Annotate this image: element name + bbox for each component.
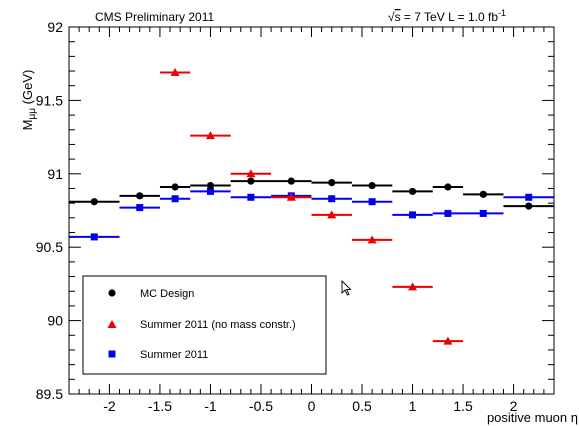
legend: MC Design Summer 2011 (no mass constr.) …	[82, 275, 327, 375]
y-axis-title-unit: (GeV)	[20, 70, 35, 108]
data-point	[479, 209, 487, 217]
lumi-exponent: -1	[498, 8, 506, 18]
y-tick-label: 91	[47, 166, 63, 182]
data-point	[206, 181, 215, 190]
data-point	[286, 192, 296, 201]
y-tick-label: 92	[47, 19, 63, 35]
legend-label-summer: Summer 2011	[140, 349, 208, 361]
data-point	[444, 183, 452, 191]
y-axis-title-sub: μμ	[27, 108, 38, 120]
data-point	[136, 204, 144, 212]
series-circle	[69, 177, 554, 210]
data-point	[408, 282, 418, 291]
data-point	[525, 193, 533, 201]
x-tick-label: 1	[409, 398, 417, 414]
series-square	[69, 187, 554, 241]
y-axis-title: Mμμ (GeV)	[20, 70, 38, 131]
data-point	[90, 233, 98, 241]
series-triangle	[159, 68, 464, 345]
data-point	[170, 68, 180, 77]
x-tick-label: 2	[510, 398, 518, 414]
data-point	[443, 336, 453, 345]
data-point	[408, 187, 417, 196]
legend-marker-mc-design	[108, 289, 116, 297]
x-tick-label: 0	[308, 398, 316, 414]
legend-marker-summer-no-constr	[107, 320, 117, 328]
data-point	[409, 211, 417, 219]
energy-lumi-text: = 7 TeV L = 1.0 fb	[401, 10, 499, 24]
axis-tick-labels: -2 -1.5 -1 -0.5 0 0.5 1 1.5 2 89.5 90 90.5 91 91.5 92	[36, 19, 518, 414]
x-tick-label: 0.5	[352, 398, 372, 414]
legend-label-summer-no-constr: Summer 2011 (no mass constr.)	[140, 319, 296, 331]
data-point	[328, 195, 336, 203]
data-points	[69, 68, 554, 345]
data-point	[246, 169, 256, 178]
data-point	[247, 177, 255, 185]
x-tick-label: -2	[103, 398, 116, 414]
x-tick-label: -0.5	[249, 398, 273, 414]
legend-marker-summer	[108, 350, 116, 358]
data-point	[368, 181, 376, 190]
data-point	[368, 198, 376, 206]
sqrt-symbol: √	[388, 10, 395, 24]
y-tick-label: 90.5	[36, 239, 63, 255]
data-point	[247, 193, 255, 201]
data-point	[525, 202, 533, 210]
plot-frame	[68, 26, 555, 395]
chart-header-left: CMS Preliminary 2011	[95, 10, 214, 24]
data-point	[327, 210, 337, 219]
y-tick-label: 89.5	[36, 386, 63, 402]
y-axis-title-main: M	[20, 119, 35, 130]
data-point	[205, 131, 215, 140]
mouse-cursor-icon	[341, 279, 352, 296]
x-tick-label: -1	[204, 398, 217, 414]
data-point	[136, 192, 144, 200]
data-point	[444, 209, 452, 217]
x-axis-title: positive muon η	[487, 410, 578, 425]
legend-box	[82, 275, 327, 375]
y-tick-label: 91.5	[36, 92, 63, 108]
x-tick-label: 1.5	[453, 398, 473, 414]
x-tick-label: -1.5	[148, 398, 172, 414]
data-point	[328, 179, 336, 187]
sqrt-s-text: s	[395, 10, 401, 24]
data-point	[367, 235, 377, 244]
legend-label-mc-design: MC Design	[140, 288, 194, 300]
data-point	[479, 190, 487, 198]
data-point	[206, 187, 214, 195]
data-point	[287, 177, 295, 185]
chart-header-right: √s = 7 TeV L = 1.0 fb-1	[388, 8, 506, 24]
data-point	[171, 183, 179, 191]
data-point	[90, 198, 98, 206]
y-tick-label: 90	[47, 313, 63, 329]
data-point	[171, 195, 179, 203]
